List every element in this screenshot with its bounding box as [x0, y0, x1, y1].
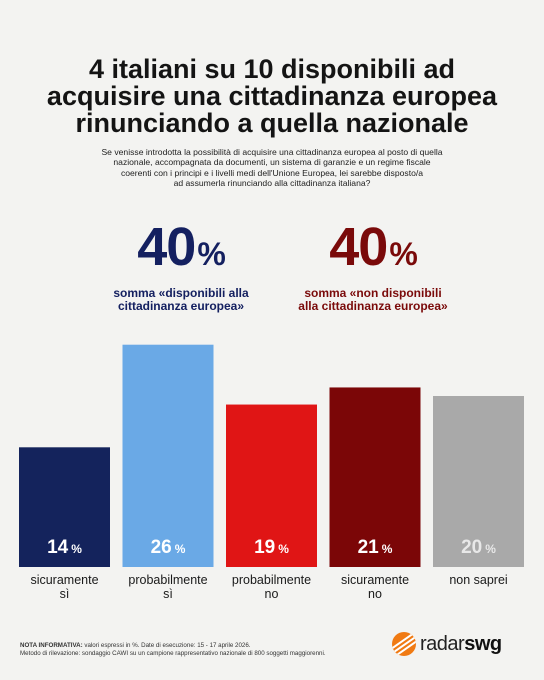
- stat-not-available-value: 40%: [329, 217, 418, 277]
- brand-name: radarswg: [420, 632, 502, 655]
- stat-available-value: 40%: [137, 217, 226, 277]
- title-line: acquisire una cittadinanza europea: [46, 81, 498, 111]
- title-line: 4 italiani su 10 disponibili ad: [88, 54, 456, 84]
- bar-value-label: 26%: [151, 537, 186, 558]
- category-label: sicuramente sì: [30, 573, 98, 601]
- chart-title: 4 italiani su 10 disponibili ad acquisir…: [20, 56, 524, 137]
- category-label: probabilmente sì: [128, 573, 207, 601]
- title-line: rinunciando a quella nazionale: [75, 108, 469, 138]
- bar-value-label: 14%: [47, 537, 82, 558]
- bar-5: [433, 396, 524, 567]
- bar-2: [122, 344, 214, 567]
- stat-not-available: 40% somma «non disponibili alla cittadin…: [283, 218, 463, 313]
- bar-value-label: 20%: [461, 537, 496, 558]
- bar-4: [329, 387, 421, 567]
- bar-1: [19, 447, 110, 567]
- question-line: coerenti con i principi e i livelli medi…: [120, 167, 424, 178]
- question-line: nazionale, accompagnata da documenti, un…: [113, 157, 431, 168]
- question-line: Se venisse introdotta la possibilità di …: [101, 147, 443, 157]
- category-label: probabilmente no: [232, 573, 311, 601]
- bar-value-label: 21%: [358, 537, 393, 558]
- stat-available: 40% somma «disponibili alla cittadinanza…: [96, 218, 266, 313]
- category-label: sicuramente no: [341, 573, 409, 601]
- stat-not-available-label: somma «non disponibili alla cittadinanza…: [298, 286, 448, 313]
- survey-question: Se venisse introdotta la possibilità di …: [72, 147, 472, 189]
- stat-available-label: somma «disponibili alla cittadinanza eur…: [113, 286, 249, 313]
- footer-note: NOTA INFORMATIVA: valori espressi in %. …: [20, 642, 326, 657]
- question-line: ad assumerla rinunciando alla cittadinan…: [173, 178, 371, 189]
- bar-3: [226, 404, 317, 567]
- brand-logo: radarswg: [392, 628, 502, 660]
- radar-swg-logo-icon: [392, 632, 416, 656]
- bar-value-label: 19%: [254, 537, 289, 558]
- bar-chart: 14 % sicuramente sì 26 % probabilmente sì 19 % pro…: [19, 344, 524, 601]
- category-label: non saprei: [449, 573, 507, 587]
